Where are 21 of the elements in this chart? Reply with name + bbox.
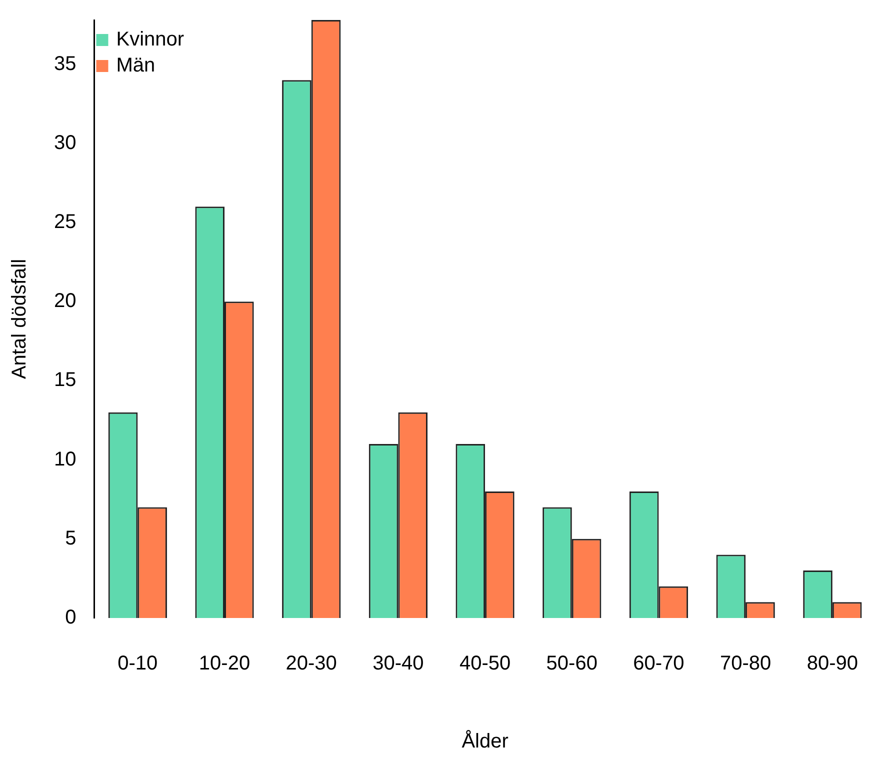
y-tick-label: 15	[54, 369, 76, 392]
y-tick-label: 0	[65, 606, 76, 629]
legend-label: Kvinnor	[116, 28, 184, 51]
legend-label: Män	[116, 54, 156, 77]
x-axis-title: Ålder	[462, 730, 509, 753]
y-tick-label: 10	[54, 448, 76, 470]
x-tick-label: 40-50	[459, 652, 511, 675]
x-tick-label: 10-20	[198, 652, 250, 675]
x-tick-label: 30-40	[372, 652, 424, 675]
x-tick-label: 60-70	[633, 652, 684, 675]
x-tick-label: 0-10	[118, 652, 158, 675]
x-tick-label: 80-90	[806, 652, 858, 675]
y-tick-label: 20	[54, 290, 76, 312]
x-tick-label: 70-80	[720, 652, 772, 675]
x-tick-label: 50-60	[546, 652, 598, 675]
y-tick-label: 5	[65, 527, 76, 550]
x-tick-label: 20-30	[286, 652, 337, 675]
y-tick-label: 30	[54, 132, 76, 154]
y-tick-label: 25	[54, 211, 76, 234]
y-tick-label: 35	[54, 52, 76, 75]
y-axis-title: Antal dödsfall	[8, 258, 31, 380]
